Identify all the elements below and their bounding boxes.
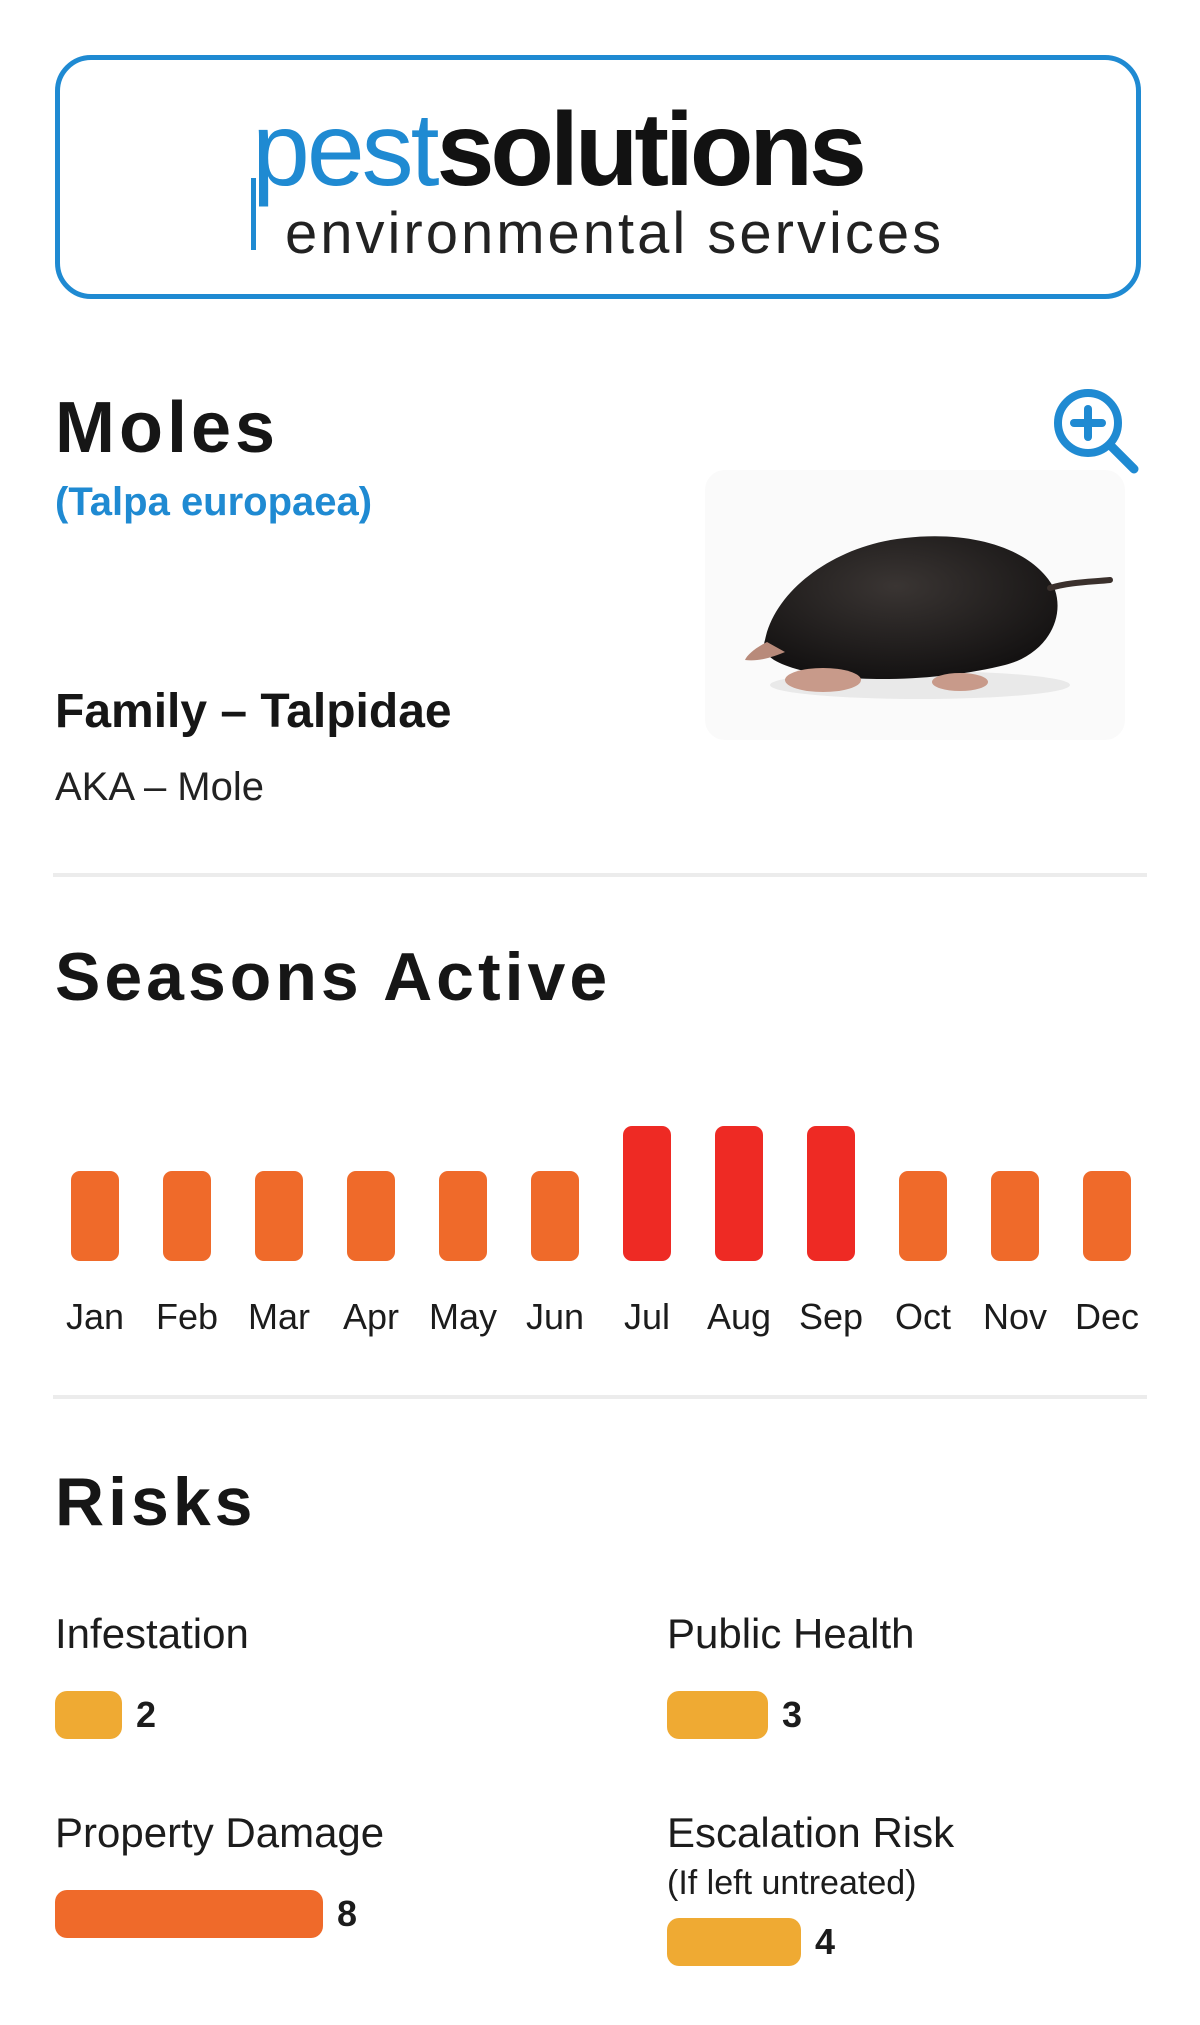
season-bar-nov [991,1171,1039,1261]
logo-word-solutions: solutions [436,92,867,208]
season-label-jan: Jan [66,1296,124,1337]
seasons-chart-svg: Jan Feb Mar Apr May Jun Jul Aug Sep Oct Nov Dec [66,1126,1139,1337]
risk-value: 4 [815,1921,836,1962]
seasons-chart: Jan Feb Mar Apr May Jun Jul Aug Sep Oct Nov Dec [55,1075,1145,1355]
season-bar-jul [623,1126,671,1261]
logo-accent-stroke [251,178,256,250]
risk-value: 2 [136,1694,157,1735]
risk-label: Infestation [55,1610,249,1657]
season-label-nov: Nov [983,1296,1047,1337]
season-bar-jun [531,1171,579,1261]
season-label-apr: Apr [343,1296,399,1337]
family-label: Family – Talpidae [55,685,452,738]
season-label-may: May [429,1296,497,1337]
risk-label: Public Health [667,1610,915,1657]
risk-property-damage: Property Damage 8 [55,1812,384,1938]
season-label-jul: Jul [624,1296,670,1337]
pest-name: Moles [55,388,280,468]
risk-infestation: Infestation 2 [55,1613,249,1739]
risk-bar [667,1691,768,1739]
aka-label: AKA – Mole [55,765,265,809]
risk-value: 8 [337,1893,358,1934]
season-label-aug: Aug [707,1296,771,1337]
season-bar-aug [715,1126,763,1261]
season-label-oct: Oct [895,1296,951,1337]
season-label-dec: Dec [1075,1296,1139,1337]
scientific-name: (Talpa europaea) [55,480,373,524]
season-bar-jan [71,1171,119,1261]
risk-sublabel: (If left untreated) [667,1864,917,1902]
season-bar-sep [807,1126,855,1261]
risk-label: Escalation Risk [667,1809,955,1856]
risk-escalation: Escalation Risk (If left untreated) 4 [667,1812,954,1966]
season-label-feb: Feb [156,1296,218,1337]
season-bar-dec [1083,1171,1131,1261]
season-bar-oct [899,1171,947,1261]
season-label-jun: Jun [526,1296,584,1337]
mole-photo[interactable] [705,470,1125,740]
season-label-sep: Sep [799,1296,863,1337]
divider [53,873,1147,877]
logo-wordmark: pestsolutions [252,98,867,202]
risk-bar [55,1691,122,1739]
zoom-in-icon[interactable] [1050,385,1142,477]
season-bar-mar [255,1171,303,1261]
season-label-mar: Mar [248,1296,310,1337]
risk-label: Property Damage [55,1809,385,1856]
risk-bar [667,1918,801,1966]
season-bar-may [439,1171,487,1261]
logo-tagline: environmental services [285,201,945,266]
risks-heading: Risks [55,1464,257,1540]
logo-word-pest: pest [252,92,440,208]
risk-public-health: Public Health 3 [667,1613,914,1739]
seasons-heading: Seasons Active [55,939,612,1015]
season-bar-apr [347,1171,395,1261]
divider [53,1395,1147,1399]
risk-value: 3 [782,1694,803,1735]
risk-bar [55,1890,323,1938]
logo: pestsolutions environmental services [55,55,1141,299]
season-bar-feb [163,1171,211,1261]
